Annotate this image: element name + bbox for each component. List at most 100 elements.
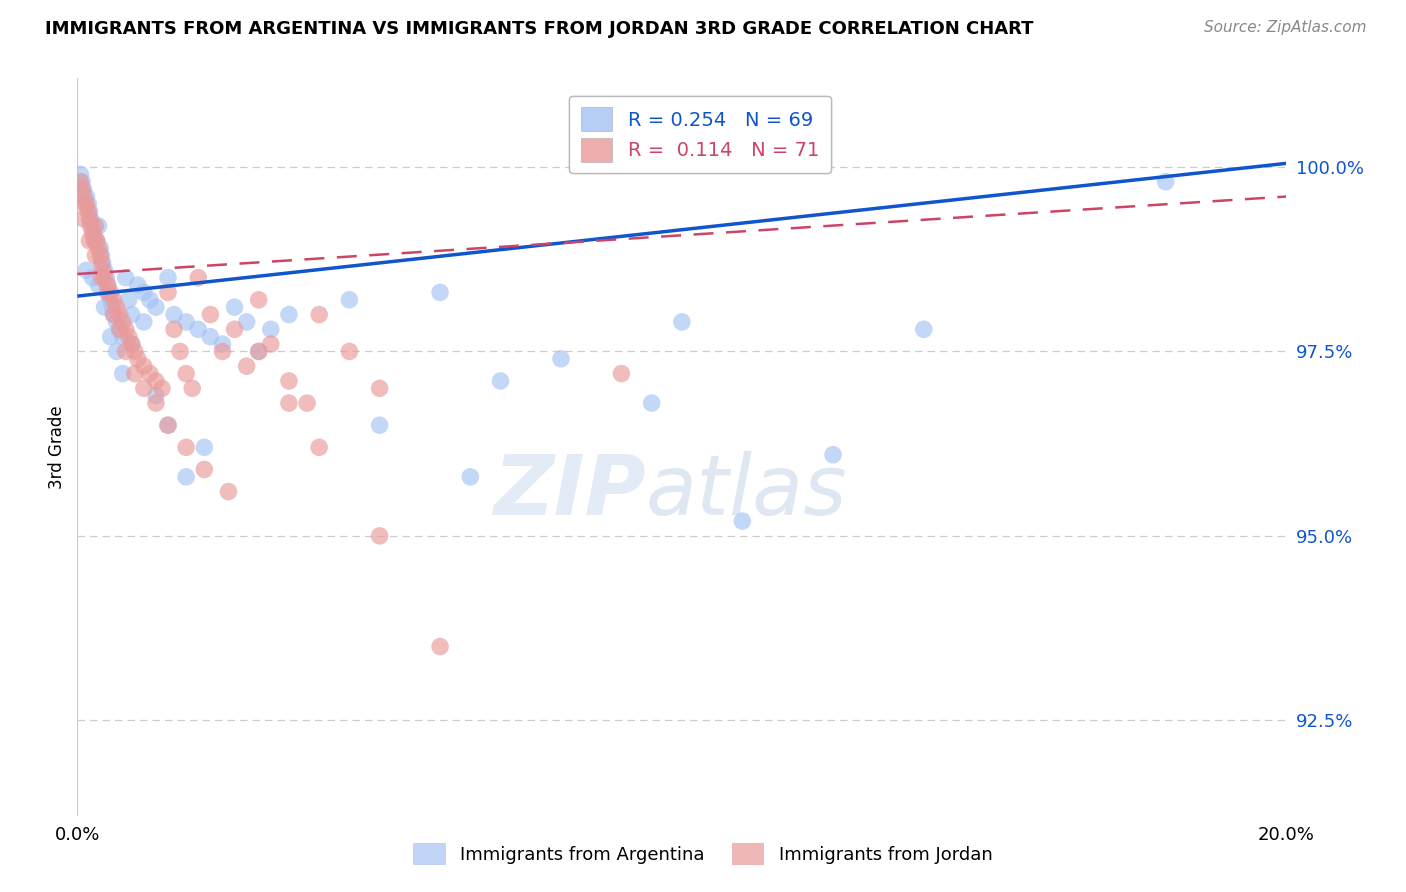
- Point: [86, 234, 108, 248]
- Point: [87, 241, 110, 255]
- Point: [339, 344, 360, 359]
- Point: [89, 241, 111, 255]
- Point: [77, 197, 100, 211]
- Point: [200, 308, 222, 322]
- Legend: R = 0.254   N = 69, R =  0.114   N = 71: R = 0.254 N = 69, R = 0.114 N = 71: [569, 95, 831, 173]
- Point: [100, 329, 122, 343]
- Point: [132, 315, 155, 329]
- Point: [174, 470, 197, 484]
- Point: [86, 234, 108, 248]
- Point: [93, 300, 115, 314]
- Point: [114, 270, 136, 285]
- Point: [157, 285, 180, 300]
- Point: [97, 285, 120, 300]
- Point: [163, 322, 186, 336]
- Point: [132, 359, 155, 374]
- Point: [90, 270, 112, 285]
- Point: [87, 278, 110, 293]
- Point: [118, 329, 141, 343]
- Point: [96, 278, 118, 293]
- Point: [308, 308, 330, 322]
- Point: [368, 529, 391, 543]
- Point: [150, 381, 173, 395]
- Point: [224, 322, 246, 336]
- Point: [105, 300, 128, 314]
- Point: [82, 219, 104, 233]
- Point: [105, 344, 128, 359]
- Point: [193, 462, 215, 476]
- Point: [489, 374, 512, 388]
- Point: [278, 396, 301, 410]
- Point: [70, 175, 93, 189]
- Point: [132, 381, 155, 395]
- Point: [79, 204, 101, 219]
- Point: [114, 344, 136, 359]
- Point: [72, 182, 94, 196]
- Point: [145, 396, 167, 410]
- Point: [84, 234, 107, 248]
- Point: [100, 293, 122, 307]
- Point: [278, 308, 301, 322]
- Point: [103, 308, 125, 322]
- Point: [458, 470, 481, 484]
- Point: [1154, 175, 1177, 189]
- Point: [187, 322, 209, 336]
- Point: [157, 418, 180, 433]
- Point: [169, 344, 191, 359]
- Point: [101, 300, 124, 314]
- Text: IMMIGRANTS FROM ARGENTINA VS IMMIGRANTS FROM JORDAN 3RD GRADE CORRELATION CHART: IMMIGRANTS FROM ARGENTINA VS IMMIGRANTS …: [45, 20, 1033, 37]
- Point: [211, 344, 233, 359]
- Point: [93, 270, 115, 285]
- Point: [912, 322, 935, 336]
- Point: [671, 315, 693, 329]
- Point: [79, 211, 101, 226]
- Text: ZIP: ZIP: [494, 451, 645, 533]
- Point: [157, 270, 180, 285]
- Point: [100, 285, 122, 300]
- Point: [111, 367, 134, 381]
- Point: [429, 640, 451, 654]
- Point: [108, 308, 131, 322]
- Point: [75, 197, 97, 211]
- Point: [295, 396, 318, 410]
- Point: [90, 256, 112, 270]
- Point: [127, 278, 149, 293]
- Point: [108, 322, 131, 336]
- Point: [247, 344, 270, 359]
- Point: [235, 359, 257, 374]
- Point: [339, 293, 360, 307]
- Point: [108, 322, 131, 336]
- Point: [200, 329, 222, 343]
- Point: [218, 484, 240, 499]
- Point: [145, 300, 167, 314]
- Point: [83, 227, 105, 241]
- Point: [82, 270, 104, 285]
- Point: [641, 396, 664, 410]
- Point: [139, 367, 162, 381]
- Point: [139, 293, 162, 307]
- Point: [121, 308, 143, 322]
- Point: [111, 315, 134, 329]
- Point: [247, 293, 270, 307]
- Point: [69, 168, 91, 182]
- Point: [90, 248, 112, 262]
- Point: [821, 448, 844, 462]
- Point: [121, 337, 143, 351]
- Point: [114, 322, 136, 336]
- Point: [105, 315, 128, 329]
- Point: [193, 441, 215, 455]
- Point: [127, 351, 149, 366]
- Point: [89, 248, 111, 262]
- Point: [84, 219, 107, 233]
- Text: Source: ZipAtlas.com: Source: ZipAtlas.com: [1204, 20, 1367, 35]
- Point: [157, 418, 180, 433]
- Point: [121, 337, 143, 351]
- Point: [72, 211, 94, 226]
- Point: [368, 418, 391, 433]
- Point: [73, 197, 96, 211]
- Point: [83, 234, 105, 248]
- Point: [124, 344, 146, 359]
- Legend: Immigrants from Argentina, Immigrants from Jordan: Immigrants from Argentina, Immigrants fr…: [406, 836, 1000, 872]
- Point: [278, 374, 301, 388]
- Point: [429, 285, 451, 300]
